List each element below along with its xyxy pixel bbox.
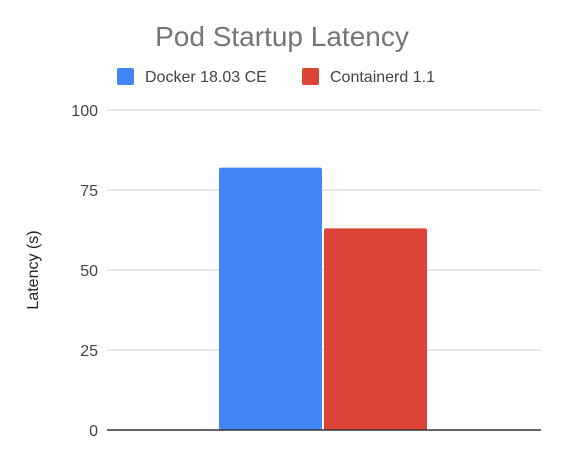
y-tick-label: 25 (80, 343, 98, 360)
legend-label: Docker 18.03 CE (145, 69, 267, 86)
y-tick-label: 50 (80, 263, 98, 280)
y-axis-tick-labels: 0 25 50 75 100 (71, 103, 98, 440)
y-tick-label: 75 (80, 183, 98, 200)
bar-docker-18-03-ce (219, 167, 322, 430)
y-tick-label: 0 (89, 423, 98, 440)
legend-swatch (302, 68, 319, 85)
bar-containerd-1-1 (324, 228, 427, 430)
legend-swatch (117, 68, 134, 85)
bars (219, 167, 427, 430)
legend: Docker 18.03 CE Containerd 1.1 (117, 68, 435, 86)
legend-label: Containerd 1.1 (330, 69, 435, 86)
y-axis-label: Latency (s) (25, 230, 42, 309)
chart-title: Pod Startup Latency (155, 21, 409, 52)
legend-item: Docker 18.03 CE (117, 68, 267, 86)
y-tick-label: 100 (71, 103, 98, 120)
legend-item: Containerd 1.1 (302, 68, 435, 86)
